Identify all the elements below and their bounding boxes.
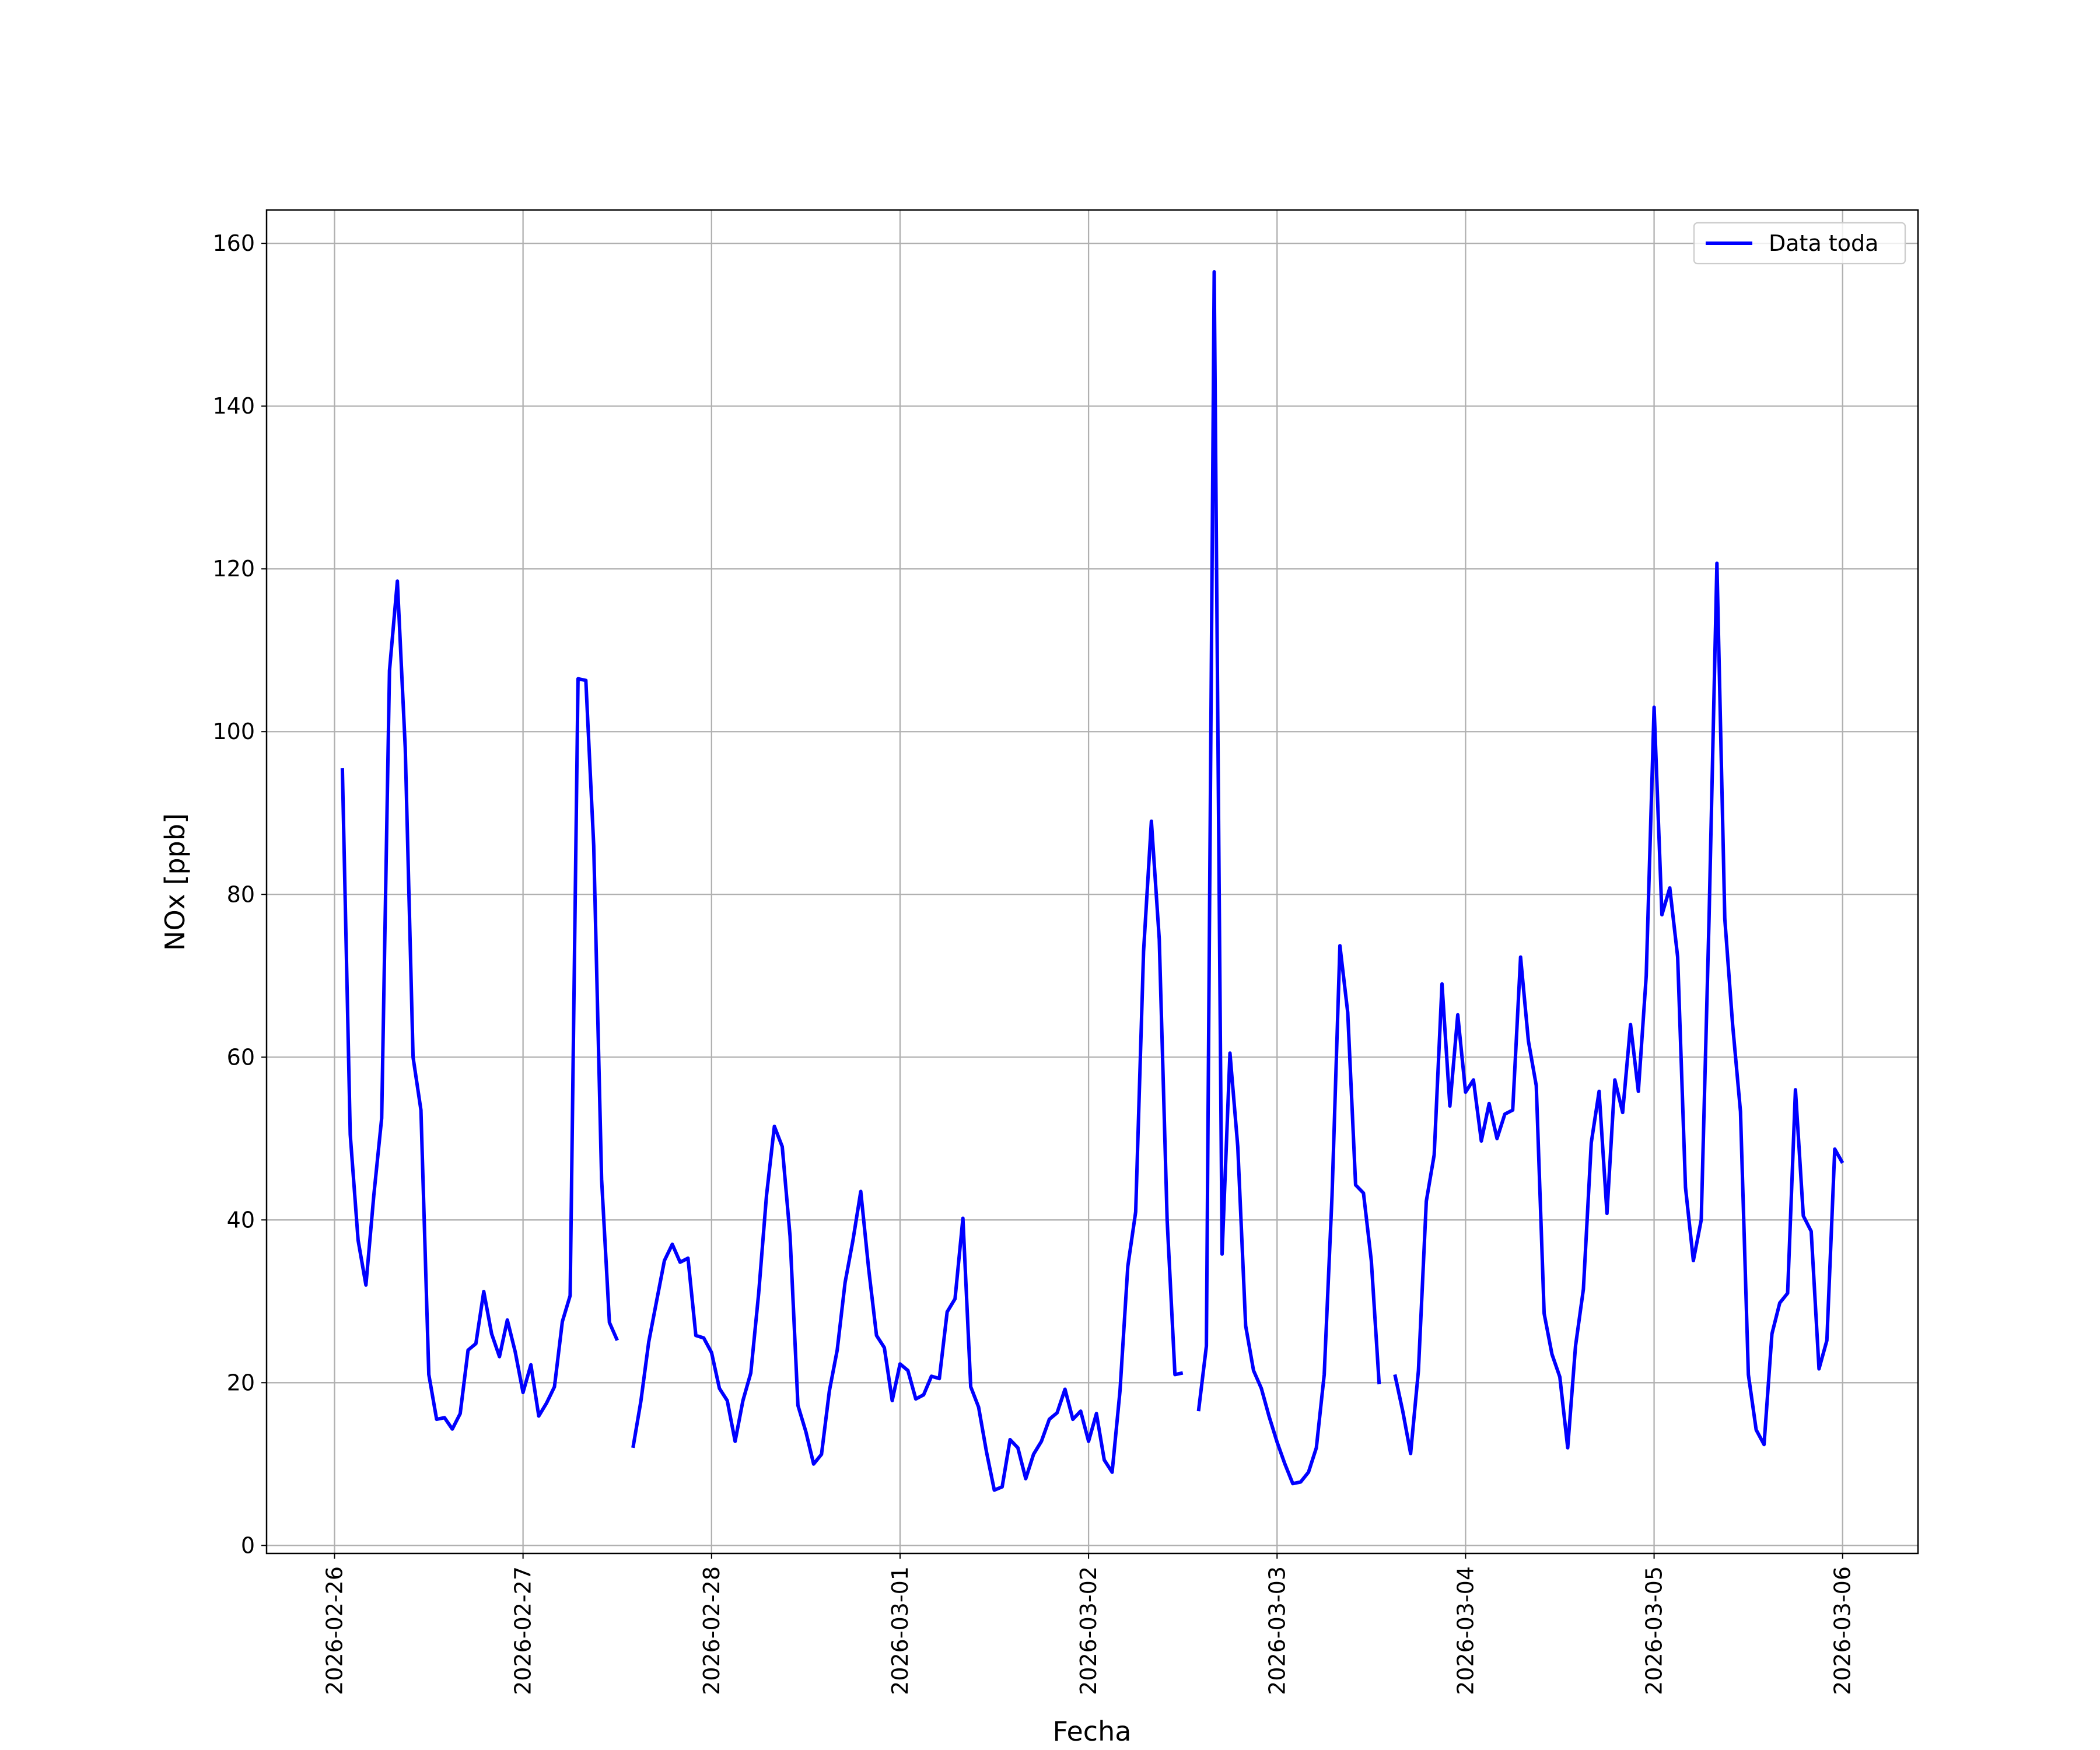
y-tick-label: 160	[212, 230, 255, 256]
y-axis-label: NOx [ppb]	[159, 813, 191, 951]
x-tick-label: 2026-02-28	[699, 1566, 724, 1695]
x-tick-label: 2026-03-01	[887, 1566, 913, 1695]
x-tick-label: 2026-02-26	[321, 1566, 347, 1695]
legend-box	[1693, 222, 1906, 265]
y-tick-label: 40	[227, 1207, 255, 1233]
x-tick-label: 2026-03-05	[1642, 1566, 1667, 1695]
legend-label: Data toda	[1769, 230, 1878, 256]
x-tick-label: 2026-03-02	[1076, 1566, 1101, 1695]
x-tick-label: 2026-02-27	[510, 1566, 536, 1695]
y-tick-label: 0	[241, 1532, 255, 1558]
x-tick-label: 2026-03-03	[1264, 1566, 1290, 1695]
y-tick-label: 140	[212, 393, 255, 419]
x-tick-label: 2026-03-04	[1452, 1566, 1478, 1695]
plot-frame	[265, 209, 1919, 1555]
y-tick-label: 60	[227, 1044, 255, 1070]
x-tick-label: 2026-03-06	[1830, 1566, 1856, 1695]
y-tick-label: 100	[212, 719, 255, 744]
y-tick-label: 20	[227, 1370, 255, 1395]
data-line	[340, 270, 1845, 1492]
y-tick-label: 80	[227, 881, 255, 907]
x-axis-label: Fecha	[1053, 1716, 1132, 1747]
y-tick-label: 120	[212, 556, 255, 582]
legend: Data toda	[1693, 222, 1906, 265]
